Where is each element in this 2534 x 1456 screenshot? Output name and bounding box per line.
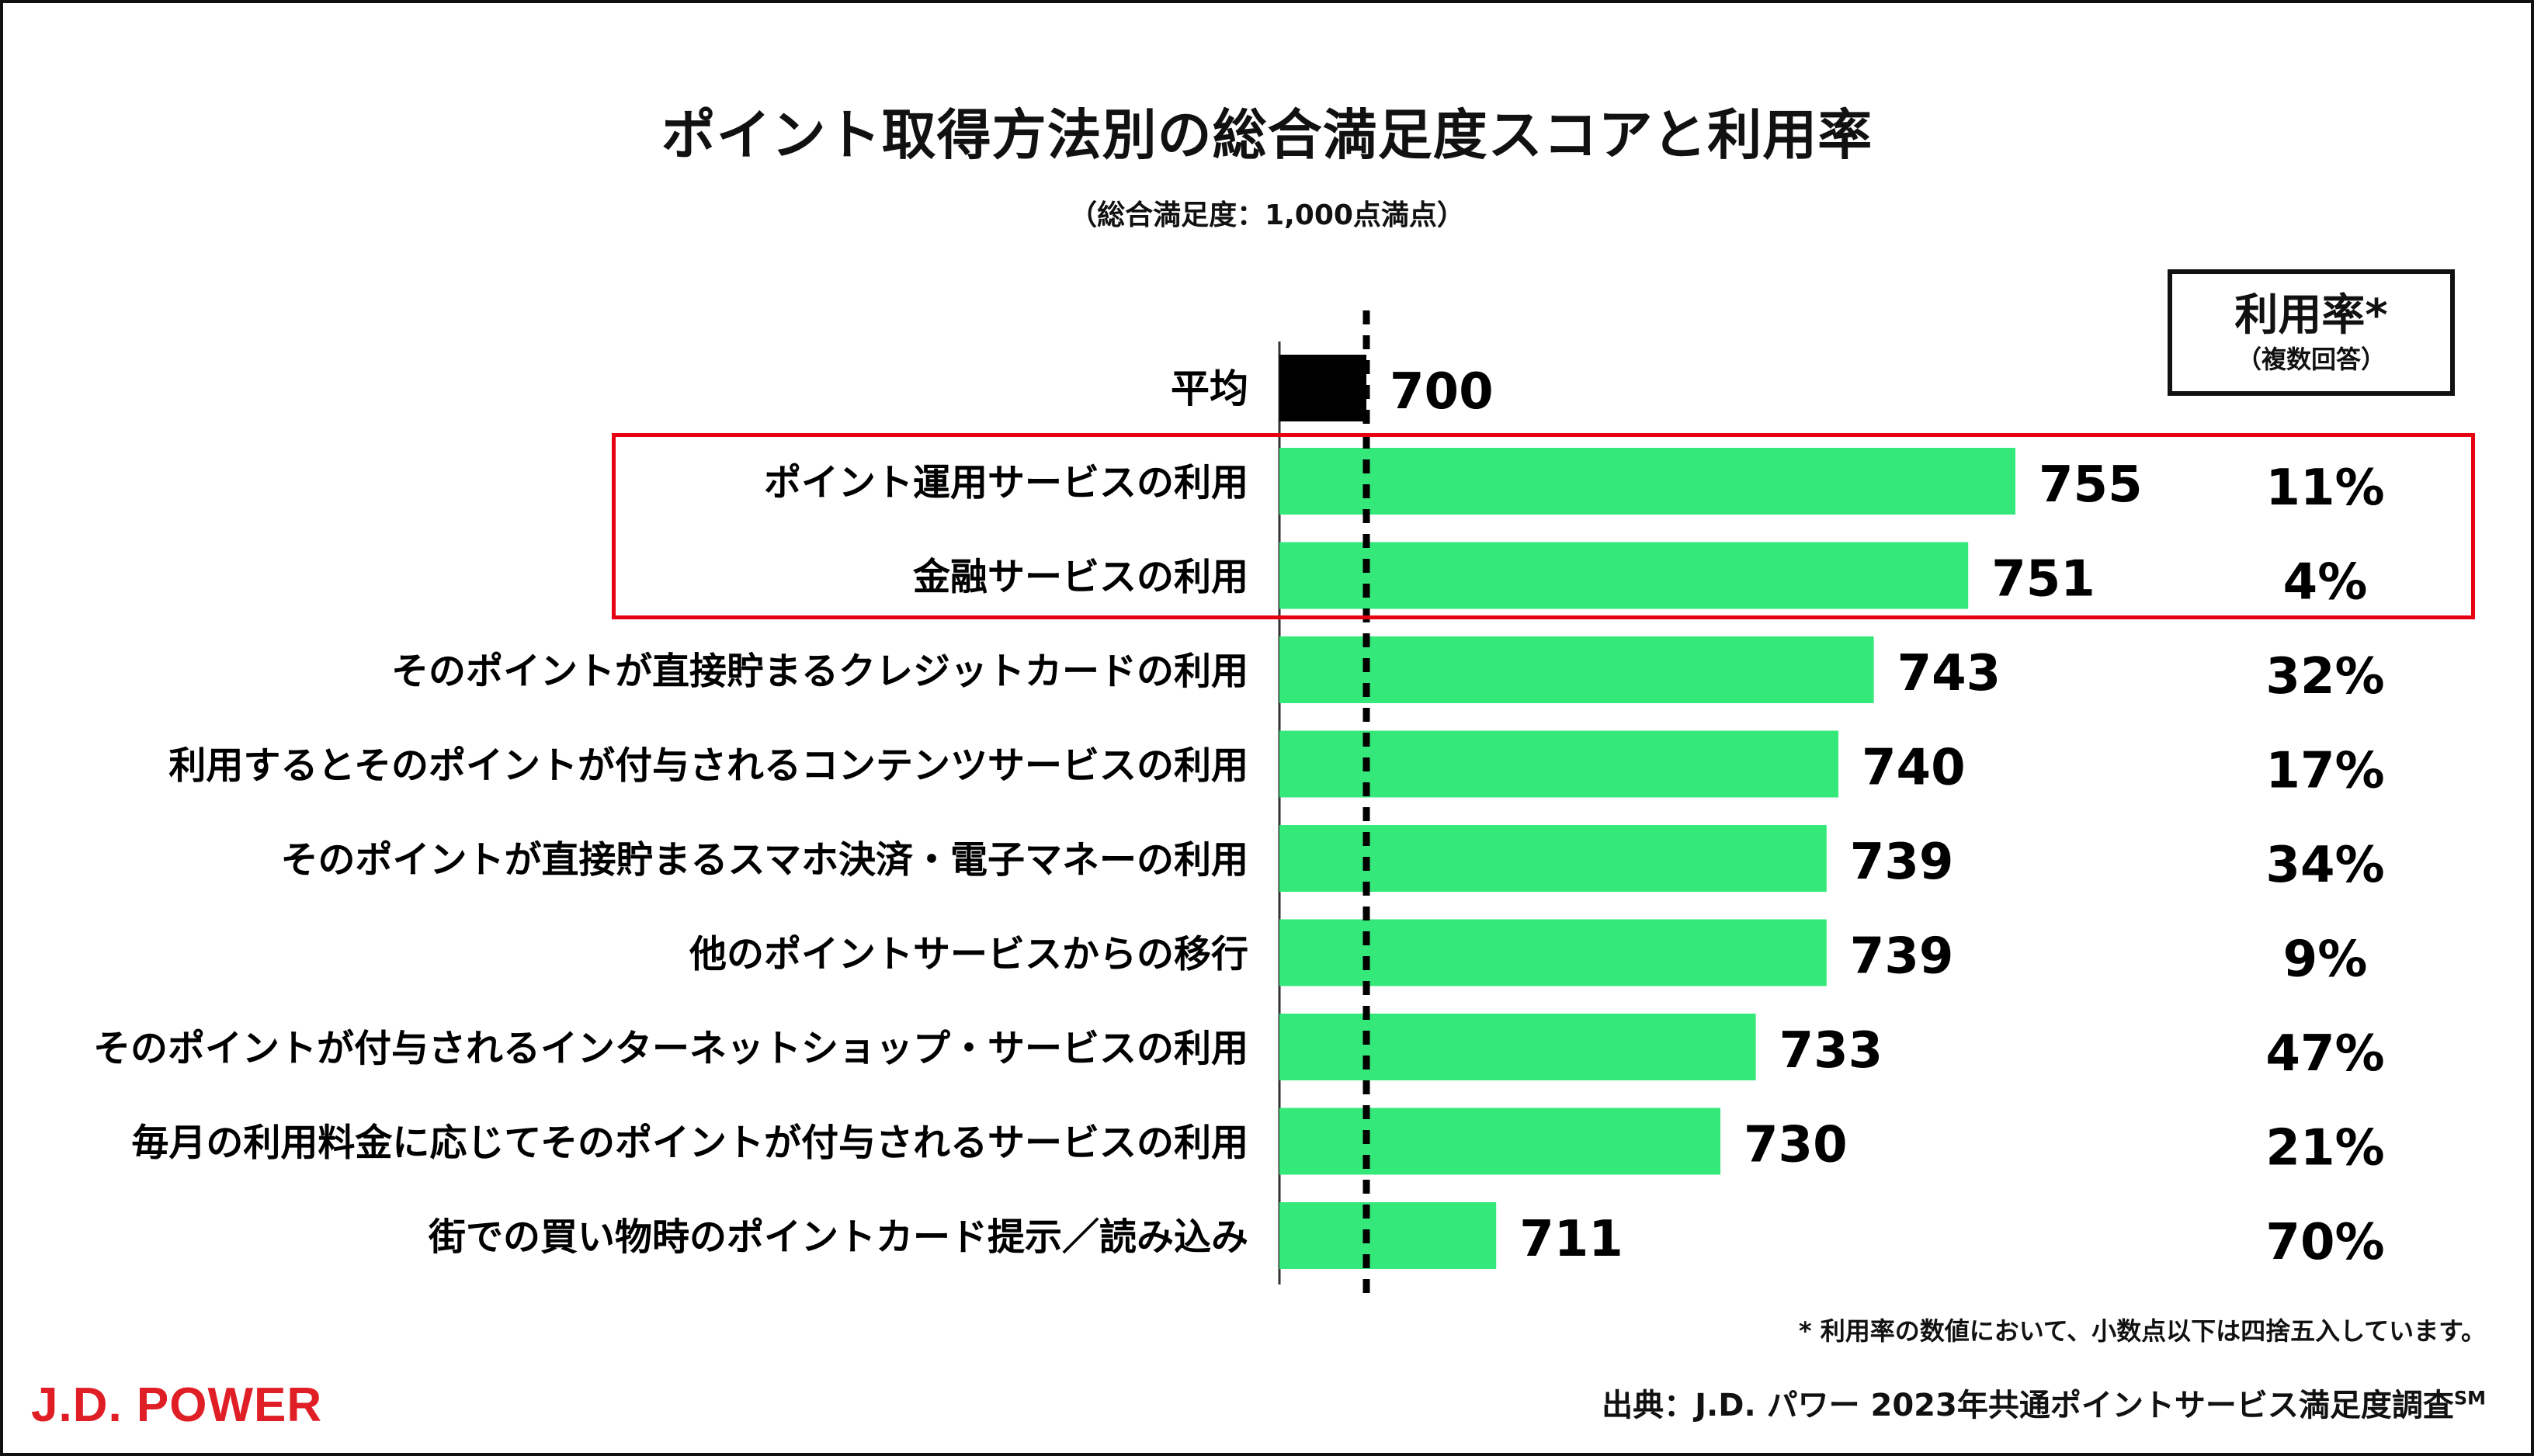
value-label-1: 755 (2039, 456, 2143, 514)
page-title: ポイント取得方法別の総合満足度スコアと利用率 (661, 103, 1873, 167)
category-label-6: 他のポイントサービスからの移行 (689, 933, 1248, 976)
usage-rate-3: 32% (2265, 648, 2384, 705)
jd-power-logo: J.D. POWER (31, 1378, 323, 1432)
category-label-5: そのポイントが直接貯まるスマホ決済・電子マネーの利用 (280, 838, 1248, 882)
value-label-9: 711 (1519, 1211, 1623, 1268)
usage-rate-header: 利用率* （複数回答） (2168, 269, 2455, 396)
category-label-8: 毎月の利用料金に応じてそのポイントが付与されるサービスの利用 (131, 1121, 1248, 1165)
source-text: 出典：J.D. パワー 2023年共通ポイントサービス満足度調査 (1602, 1388, 2454, 1423)
bar-8 (1279, 1108, 1720, 1175)
value-label-8: 730 (1744, 1117, 1848, 1174)
usage-rate-5: 34% (2265, 837, 2384, 894)
category-label-2: 金融サービスの利用 (912, 556, 1248, 599)
usage-rate-9: 70% (2265, 1214, 2384, 1271)
footnote: * 利用率の数値において、小数点以下は四捨五入しています。 (1798, 1316, 2486, 1346)
usage-rate-6: 9% (2283, 931, 2368, 989)
usage-rate-subtitle: （複数回答） (2236, 345, 2386, 374)
value-label-2: 751 (1991, 551, 2095, 608)
bar-6 (1279, 919, 1827, 986)
service-mark: SM (2453, 1387, 2486, 1409)
value-label-5: 739 (1850, 834, 1954, 891)
category-label-1: ポイント運用サービスの利用 (764, 461, 1248, 504)
value-label-6: 739 (1850, 928, 1954, 986)
usage-rate-2: 4% (2283, 554, 2368, 612)
highlight-box (612, 433, 2475, 619)
usage-rate-7: 47% (2265, 1025, 2384, 1083)
page-subtitle: （総合満足度：1,000点満点） (1069, 199, 1465, 231)
category-label-4: 利用するとそのポイントが付与されるコンテンツサービスの利用 (168, 744, 1248, 788)
bar-1 (1279, 448, 2015, 515)
category-label-average: 平均 (1171, 366, 1248, 411)
bar-7 (1279, 1014, 1756, 1080)
bar-average (1279, 355, 1366, 421)
category-label-3: そのポイントが直接貯まるクレジットカードの利用 (391, 650, 1248, 693)
source-note: 出典：J.D. パワー 2023年共通ポイントサービス満足度調査SM (1602, 1380, 2486, 1425)
category-label-7: そのポイントが付与されるインターネットショップ・サービスの利用 (93, 1027, 1248, 1070)
bar-4 (1279, 730, 1838, 798)
usage-rate-4: 17% (2265, 743, 2384, 800)
value-label-7: 733 (1779, 1022, 1883, 1080)
usage-rate-1: 11% (2265, 459, 2384, 517)
value-label-4: 740 (1862, 740, 1966, 797)
value-label-3: 743 (1897, 645, 2001, 702)
bar-2 (1279, 542, 1969, 609)
value-label-average: 700 (1390, 363, 1494, 421)
bar-5 (1279, 825, 1827, 892)
bar-9 (1279, 1202, 1497, 1269)
usage-rate-8: 21% (2265, 1120, 2384, 1177)
category-label-9: 街での買い物時のポイントカード提示／読み込み (428, 1215, 1248, 1259)
bar-3 (1279, 636, 1874, 703)
usage-rate-title: 利用率* (2234, 290, 2388, 341)
